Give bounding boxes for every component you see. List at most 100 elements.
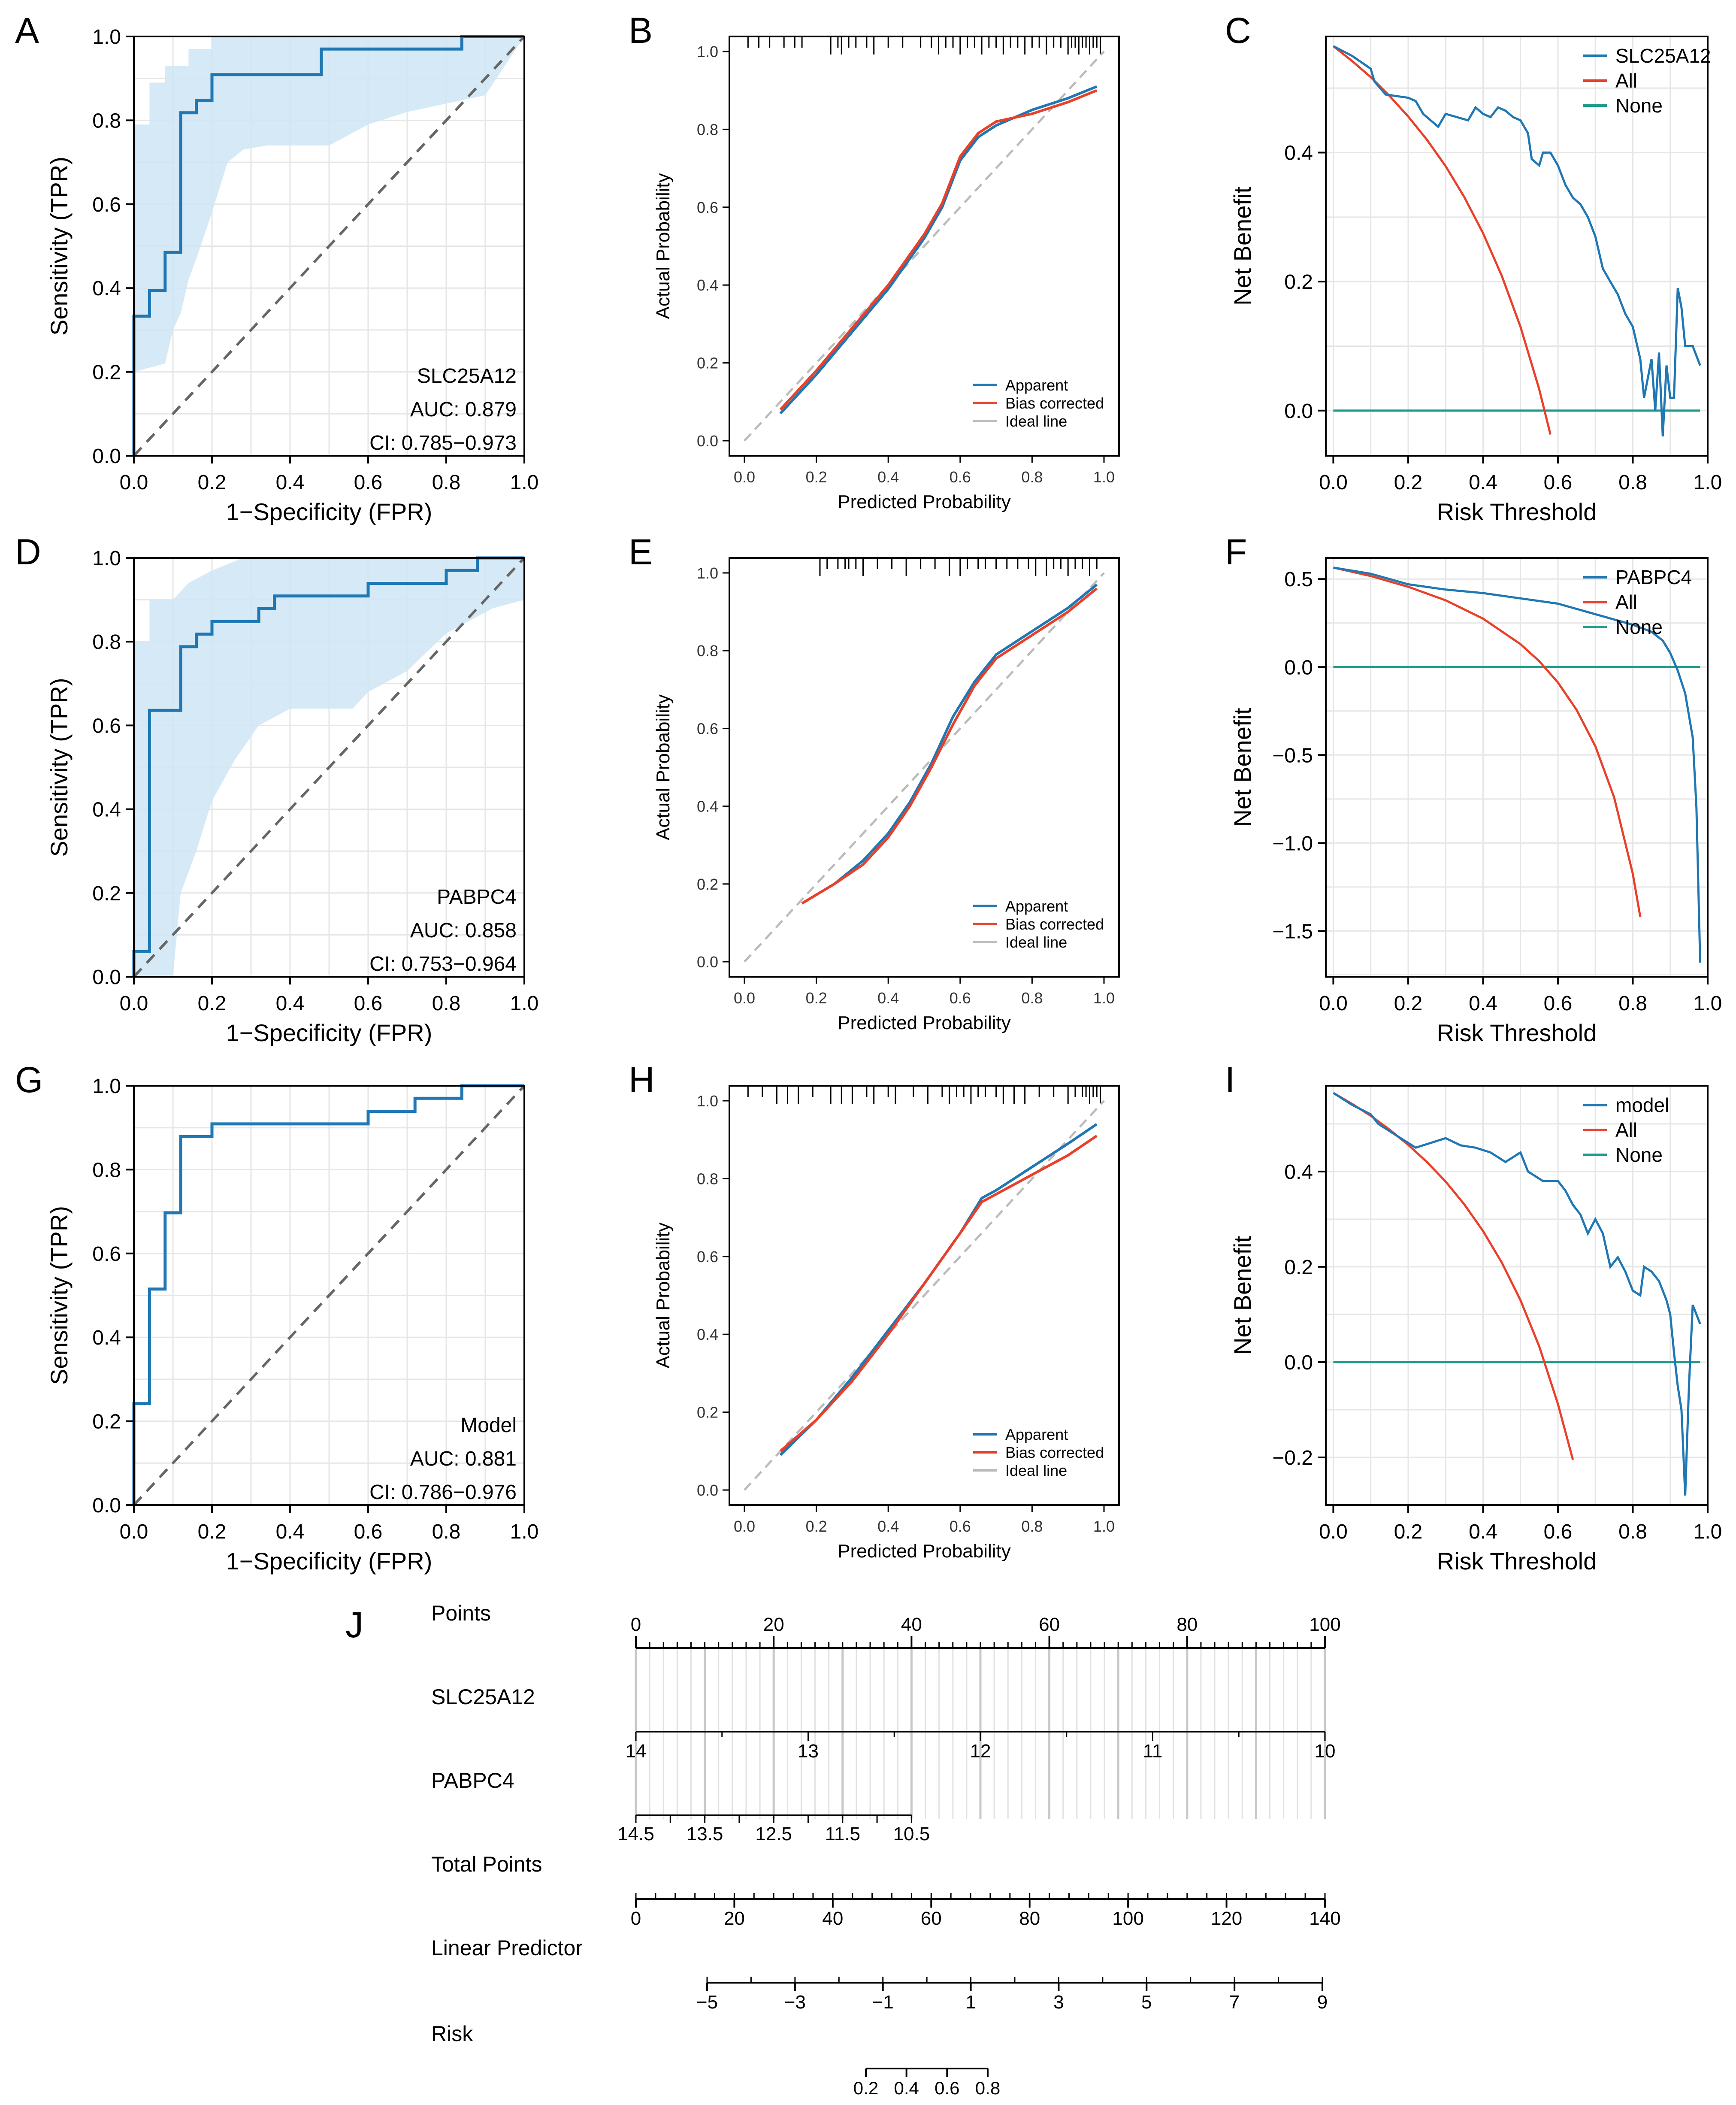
nomogram-panel-J: Points SLC25A12 PABPC4 Total Points Linear P… (431, 1601, 1341, 2098)
y-tick-label: 0.2 (92, 361, 121, 384)
x-tick-label: 0.4 (276, 1520, 305, 1543)
x-tick-label: 1.0 (510, 471, 539, 494)
calibration-curve-apparent (779, 85, 1098, 415)
y-tick-label: 0.4 (92, 277, 121, 300)
x-tick-label: 0.0 (120, 471, 148, 494)
x-axis-label: Risk Threshold (1437, 1019, 1597, 1046)
x-tick-label: 0.6 (354, 1520, 383, 1543)
legend-label: SLC25A12 (1615, 45, 1711, 67)
y-axis-label: Actual Probability (653, 1223, 674, 1369)
y-tick-label: 1.0 (697, 1092, 718, 1110)
panel-letter-A: A (15, 10, 39, 51)
slc25a12-tick-label: 10 (1315, 1741, 1336, 1762)
points-tick-label: 80 (1176, 1614, 1198, 1635)
x-axis-label: Risk Threshold (1437, 1548, 1597, 1575)
x-tick-label: 0.2 (1394, 992, 1423, 1015)
panel-letter-D: D (15, 532, 41, 572)
y-tick-label: 0.4 (92, 1327, 121, 1349)
legend-label: None (1615, 1144, 1663, 1166)
calibration-curve-bias-corrected (779, 1135, 1098, 1452)
roc-G-frame (133, 1085, 525, 1506)
nomogram-row-label: Linear Predictor (431, 1936, 583, 1960)
pabpc4-tick-label: 12.5 (755, 1823, 792, 1845)
y-tick-label: 0.8 (92, 1159, 121, 1181)
y-tick-label: 0.6 (92, 1243, 121, 1266)
y-tick-label: 1.0 (697, 564, 718, 582)
dca-F-frame (1325, 557, 1709, 978)
pabpc4-tick-label: 14.5 (617, 1823, 654, 1845)
x-axis-label: Predicted Probability (838, 491, 1011, 512)
y-tick-label: 0.4 (1284, 142, 1313, 165)
y-tick-label: 0.4 (697, 1326, 718, 1343)
x-tick-label: 0.0 (1319, 1520, 1348, 1543)
roc-curve (132, 556, 524, 977)
y-tick-label: 0.6 (697, 1248, 718, 1266)
y-tick-label: 1.0 (92, 547, 121, 570)
y-tick-label: 1.0 (92, 1075, 121, 1098)
auc-annotation: PABPC4 (437, 886, 517, 909)
x-tick-label: 0.8 (1618, 1520, 1647, 1543)
linear-predictor-tick-label: −5 (696, 1992, 718, 2013)
linear-predictor-tick-label: 7 (1229, 1992, 1240, 2013)
x-tick-label: 0.8 (432, 471, 461, 494)
x-tick-label: 0.6 (950, 989, 971, 1007)
pabpc4-tick-label: 13.5 (687, 1823, 723, 1845)
x-tick-label: 0.6 (950, 1517, 971, 1535)
decision-curve-all (1332, 45, 1552, 435)
auc-annotation: Model (460, 1414, 517, 1437)
total-points-tick-label: 80 (1019, 1908, 1040, 1929)
x-tick-label: 0.8 (432, 992, 461, 1015)
points-tick-label: 20 (763, 1614, 784, 1635)
x-tick-label: 1.0 (510, 992, 539, 1015)
x-tick-label: 0.8 (1021, 989, 1043, 1007)
calibration-panel-E: 0.0 0.0 0.2 0.2 0.4 0.4 0.6 0.6 0.8 0.8 1.0 1.0 Pred… (653, 557, 1120, 1033)
total-points-tick-label: 0 (631, 1908, 641, 1929)
y-tick-label: 0.2 (1284, 271, 1313, 294)
risk-tick-label: 0.2 (853, 2078, 878, 2098)
x-tick-label: 0.4 (1469, 992, 1497, 1015)
y-tick-label: 0.0 (1284, 656, 1313, 679)
total-points-tick-label: 20 (724, 1908, 745, 1929)
y-tick-label: 0.0 (1284, 1351, 1313, 1374)
x-tick-label: 0.6 (354, 992, 383, 1015)
y-tick-label: 0.6 (697, 720, 718, 737)
x-tick-label: 0.8 (1021, 468, 1043, 486)
dca-panel-F: 0.0 0.2 0.4 0.6 0.8 1.0 0.5 0.0 −0.5 −1.0 −1.5 Risk… (1229, 557, 1722, 1046)
x-tick-label: 0.8 (1618, 992, 1647, 1015)
x-tick-label: 0.8 (1021, 1517, 1043, 1535)
legend-label: All (1615, 591, 1637, 613)
auc-annotation: AUC: 0.879 (410, 398, 517, 421)
x-tick-label: 0.2 (1394, 471, 1423, 494)
calibration-curve-bias-corrected (801, 587, 1098, 905)
y-tick-label: 0.0 (697, 1481, 718, 1499)
y-tick-label: 0.0 (1284, 400, 1313, 423)
x-tick-label: 0.4 (1469, 471, 1497, 494)
dca-panel-I: 0.0 0.2 0.4 0.6 0.8 1.0 0.4 0.2 0.0 −0.2 Risk Thre… (1229, 1085, 1722, 1575)
nomogram-row-label: Total Points (431, 1852, 542, 1876)
x-tick-label: 0.0 (120, 992, 148, 1015)
slc25a12-tick-label: 13 (798, 1741, 819, 1762)
x-axis-label: Predicted Probability (838, 1541, 1011, 1562)
x-tick-label: 0.2 (806, 1517, 827, 1535)
ideal-line (744, 51, 1105, 442)
y-axis-label: Net Benefit (1229, 1236, 1256, 1355)
cal-B-frame (729, 36, 1120, 457)
pabpc4-tick-label: 11.5 (825, 1823, 860, 1845)
calibration-curve-bias-corrected (779, 89, 1098, 411)
dca-C-frame (1325, 36, 1709, 457)
roc-curve (132, 1084, 524, 1505)
auc-annotation: AUC: 0.858 (410, 919, 517, 942)
legend-label: Bias corrected (1005, 915, 1104, 933)
y-tick-label: 0.6 (92, 715, 121, 737)
y-tick-label: 1.0 (697, 43, 718, 61)
calibration-curve-apparent (779, 1123, 1098, 1456)
y-tick-label: 0.4 (697, 798, 718, 815)
linear-predictor-tick-label: 3 (1053, 1992, 1064, 2013)
legend-label: Apparent (1005, 897, 1068, 915)
auc-annotation: SLC25A12 (417, 365, 517, 388)
ideal-line (744, 572, 1105, 963)
x-axis-label: 1−Specificity (FPR) (226, 498, 432, 525)
y-tick-label: 0.0 (92, 445, 121, 468)
y-tick-label: 0.6 (697, 199, 718, 216)
reference-diagonal (133, 35, 526, 457)
